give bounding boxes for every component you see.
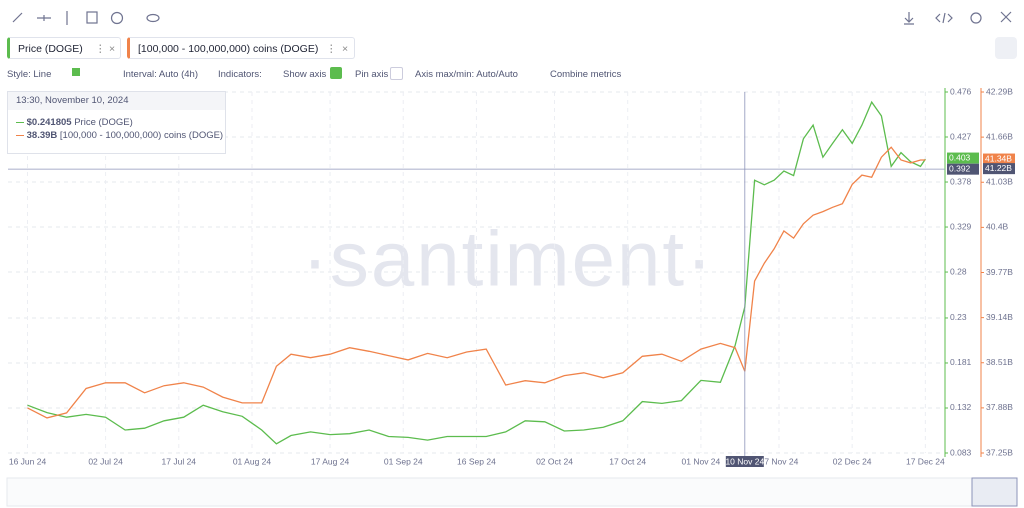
x-tick-label: 02 Dec 24 (833, 456, 872, 466)
x-tick-label: 17 Nov 24 (760, 456, 799, 466)
y2-tick-label: 39.14B (986, 312, 1013, 322)
tooltip-row: 38.39B [100,000 - 100,000,000) coins (DO… (16, 129, 225, 142)
pin-axis[interactable]: Pin axis (355, 69, 389, 80)
color-select[interactable] (72, 68, 80, 76)
y-tick-label: 0.132 (950, 402, 972, 412)
indicators-select[interactable]: Indicators: (218, 69, 262, 80)
crosshair-x-badge (725, 456, 764, 467)
tooltip-metric: Price (DOGE) (74, 117, 133, 128)
combine-metrics[interactable]: Combine metrics (550, 69, 622, 80)
chip-menu[interactable]: ⋮ (95, 43, 106, 55)
y2-tick-label: 37.25B (986, 447, 1013, 457)
chip-close[interactable]: × (342, 43, 349, 55)
metric-chip[interactable]: Price (DOGE) ⋮ × (7, 37, 121, 59)
chip-close[interactable]: × (109, 43, 116, 55)
x-tick-label: 01 Aug 24 (233, 456, 272, 466)
close[interactable] (1000, 11, 1012, 23)
y-tick-label: 0.23 (950, 312, 967, 322)
last-y2-badge (983, 153, 1015, 165)
line-tool[interactable] (12, 12, 23, 23)
y-tick-label: 0.427 (950, 131, 972, 141)
emoji-tool[interactable] (110, 11, 124, 25)
x-tick-label: 17 Jul 24 (162, 456, 197, 466)
series-line (27, 146, 926, 419)
x-tick-label: 01 Nov 24 (682, 456, 721, 466)
theme-toggle[interactable] (995, 37, 1017, 59)
y-tick-label: 0.329 (950, 221, 972, 231)
chip-menu[interactable]: ⋮ (326, 43, 337, 55)
y2-tick-label: 39.77B (986, 267, 1013, 277)
y2-tick-label: 37.88B (986, 402, 1013, 412)
y-tick-label: 0.378 (950, 176, 972, 186)
axis-minmax[interactable]: Axis max/min: Auto/Auto (415, 69, 518, 80)
x-tick-label: 02 Oct 24 (536, 456, 573, 466)
x-tick-label: 17 Dec 24 (906, 456, 945, 466)
tooltip-row: $0.241805 Price (DOGE) (16, 116, 225, 129)
eye-icon[interactable] (146, 13, 160, 23)
y2-tick-label: 40.4B (986, 222, 1009, 232)
x-tick-label: 17 Oct 24 (609, 456, 646, 466)
pin-axis-checkbox[interactable] (390, 67, 403, 80)
tooltip-metric: [100,000 - 100,000,000) coins (DOGE) (59, 130, 224, 141)
crosshair-x-label: 10 Nov 24 (725, 456, 764, 466)
crosshair-y2-badge-label: 41.22B (985, 163, 1012, 173)
chip-label: Price (DOGE) (18, 43, 83, 55)
tooltip-value: 38.39B (26, 130, 58, 141)
x-tick-label: 01 Sep 24 (384, 456, 423, 466)
y2-tick-label: 41.03B (986, 177, 1013, 187)
crosshair-y-badge-label: 0.392 (949, 163, 971, 173)
y2-tick-label: 41.66B (986, 131, 1013, 141)
y-tick-label: 0.083 (950, 447, 972, 457)
note-tool[interactable] (86, 11, 98, 24)
y-tick-label: 0.28 (950, 266, 967, 276)
show-axis-checkbox[interactable] (330, 67, 342, 79)
tooltip: 13:30, November 10, 2024 $0.241805 Price… (7, 91, 226, 154)
y2-tick-label: 38.51B (986, 357, 1013, 367)
y-tick-label: 0.181 (950, 357, 972, 367)
watermark: ·santiment· (302, 215, 714, 303)
hline-tool[interactable] (37, 15, 51, 21)
embed[interactable] (935, 12, 953, 24)
x-tick-label: 17 Aug 24 (311, 456, 350, 466)
y-tick-label: 0.476 (950, 86, 972, 96)
tooltip-value: $0.241805 (26, 117, 72, 128)
settings[interactable] (970, 12, 982, 24)
show-axis[interactable]: Show axis (283, 69, 327, 80)
last-y-badge-label: 0.403 (949, 152, 971, 162)
x-tick-label: 16 Jun 24 (9, 456, 47, 466)
metric-chip[interactable]: [100,000 - 100,000,000) coins (DOGE) ⋮ × (127, 37, 355, 59)
x-tick-label: 02 Jul 24 (88, 456, 123, 466)
x-tick-label: 16 Sep 24 (457, 456, 496, 466)
last-y2-badge-label: 41.34B (985, 153, 1012, 163)
navigator-window (971, 477, 1018, 507)
chip-label: [100,000 - 100,000,000) coins (DOGE) (138, 43, 319, 55)
navigator (6, 477, 1018, 507)
download[interactable] (904, 12, 914, 25)
tooltip-time: 13:30, November 10, 2024 (8, 92, 225, 110)
crosshair-y2-badge (983, 163, 1015, 175)
tooltip-rows: $0.241805 Price (DOGE) 38.39B [100,000 -… (8, 110, 225, 142)
top-icons (12, 11, 1012, 25)
crosshair-y-badge (947, 163, 979, 175)
interval-select[interactable]: Interval: Auto (4h) (123, 69, 198, 80)
style-select[interactable]: Style: Line (7, 69, 52, 80)
last-y-badge (947, 152, 979, 164)
y2-tick-label: 42.29B (986, 86, 1013, 96)
